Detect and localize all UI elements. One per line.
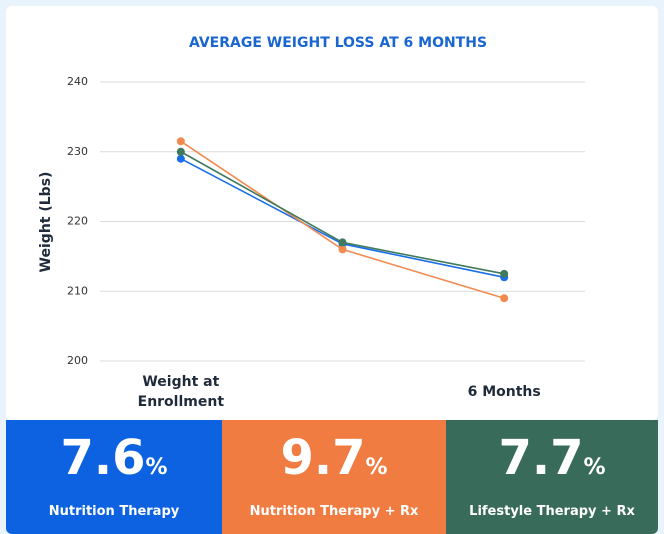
summary-card: 7.6% Nutrition Therapy xyxy=(6,420,222,534)
y-tick-label: 210 xyxy=(67,284,88,297)
chart: AVERAGE WEIGHT LOSS AT 6 MONTHS Weight (… xyxy=(38,35,585,367)
card-label: Nutrition Therapy + Rx xyxy=(249,504,419,519)
card-unit: % xyxy=(365,455,388,480)
y-tick-label: 200 xyxy=(67,354,88,367)
data-point xyxy=(176,137,185,146)
card-value-row: 7.7% xyxy=(446,430,658,486)
series-line xyxy=(180,158,505,279)
series-line xyxy=(180,151,505,275)
data-point xyxy=(500,269,509,278)
y-tick-label: 240 xyxy=(67,75,88,88)
y-axis-title: Weight (Lbs) xyxy=(38,172,54,273)
card-value: 9.7 xyxy=(280,430,366,486)
card-value: 7.6 xyxy=(60,430,146,486)
data-point xyxy=(500,294,509,303)
series-line xyxy=(180,140,505,299)
summary-card: 7.7% Lifestyle Therapy + Rx xyxy=(446,420,658,534)
data-point xyxy=(338,245,347,254)
card-label: Lifestyle Therapy + Rx xyxy=(469,504,635,519)
summary-card: 9.7% Nutrition Therapy + Rx xyxy=(222,420,446,534)
chart-panel xyxy=(6,6,658,420)
card-unit: % xyxy=(583,455,606,480)
card-label: Nutrition Therapy xyxy=(48,504,180,519)
x-tick-label: Weight at Enrollment xyxy=(137,374,225,410)
card-value-row: 7.6% xyxy=(6,430,222,486)
data-point xyxy=(338,238,347,247)
data-point xyxy=(176,154,185,163)
x-tick-label: 6 Months xyxy=(467,384,541,400)
card-unit: % xyxy=(145,455,168,480)
card-value: 7.7 xyxy=(498,430,584,486)
card-value-row: 9.7% xyxy=(222,430,446,486)
y-tick-label: 220 xyxy=(67,215,88,228)
y-tick-label: 230 xyxy=(67,145,88,158)
chart-title: AVERAGE WEIGHT LOSS AT 6 MONTHS xyxy=(189,35,487,51)
data-point xyxy=(176,147,185,156)
